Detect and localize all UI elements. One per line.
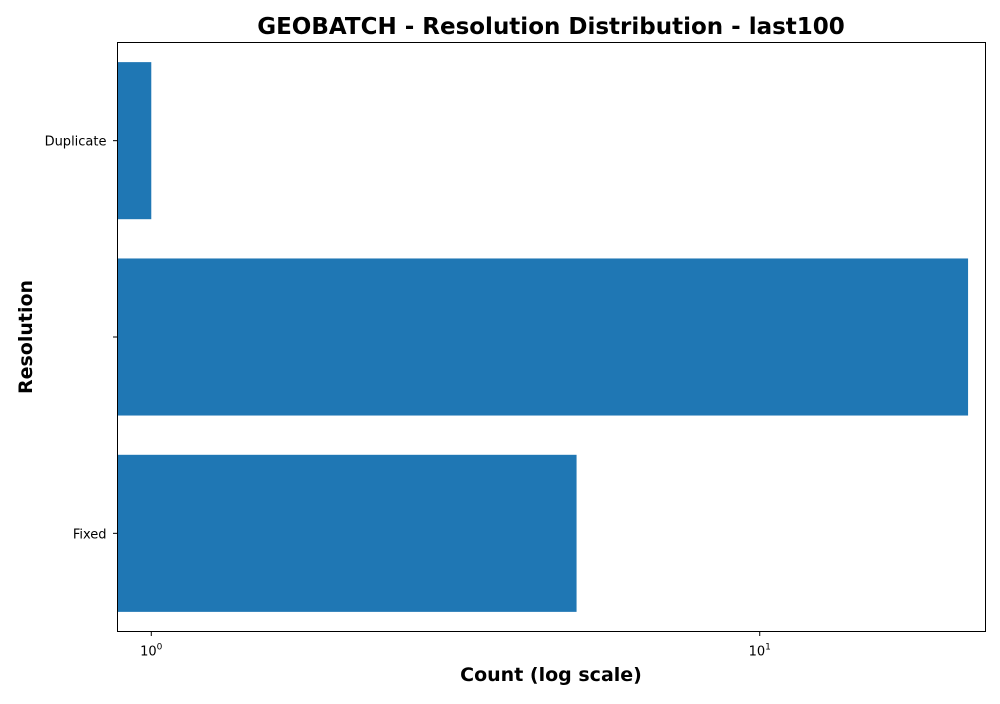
y-axis-label: Resolution: [15, 280, 37, 394]
bar-unlabeled: [117, 258, 969, 416]
plot-frame: [117, 42, 986, 632]
x-tick-exponent: 1: [765, 643, 771, 653]
x-tick-base: 10: [749, 645, 766, 660]
x-axis-label: Count (log scale): [460, 664, 642, 686]
x-tick-label: 101: [749, 643, 771, 660]
x-tick-base: 10: [140, 645, 157, 660]
x-tick-exponent: 0: [157, 643, 163, 653]
bar-fixed: [117, 454, 577, 612]
y-tick-label: Duplicate: [45, 135, 107, 150]
bar-duplicate: [117, 62, 152, 220]
y-tick-label: Fixed: [73, 527, 107, 542]
x-tick-label: 100: [140, 643, 163, 660]
bars-layer: [117, 62, 969, 612]
chart-title: GEOBATCH - Resolution Distribution - las…: [257, 14, 845, 40]
